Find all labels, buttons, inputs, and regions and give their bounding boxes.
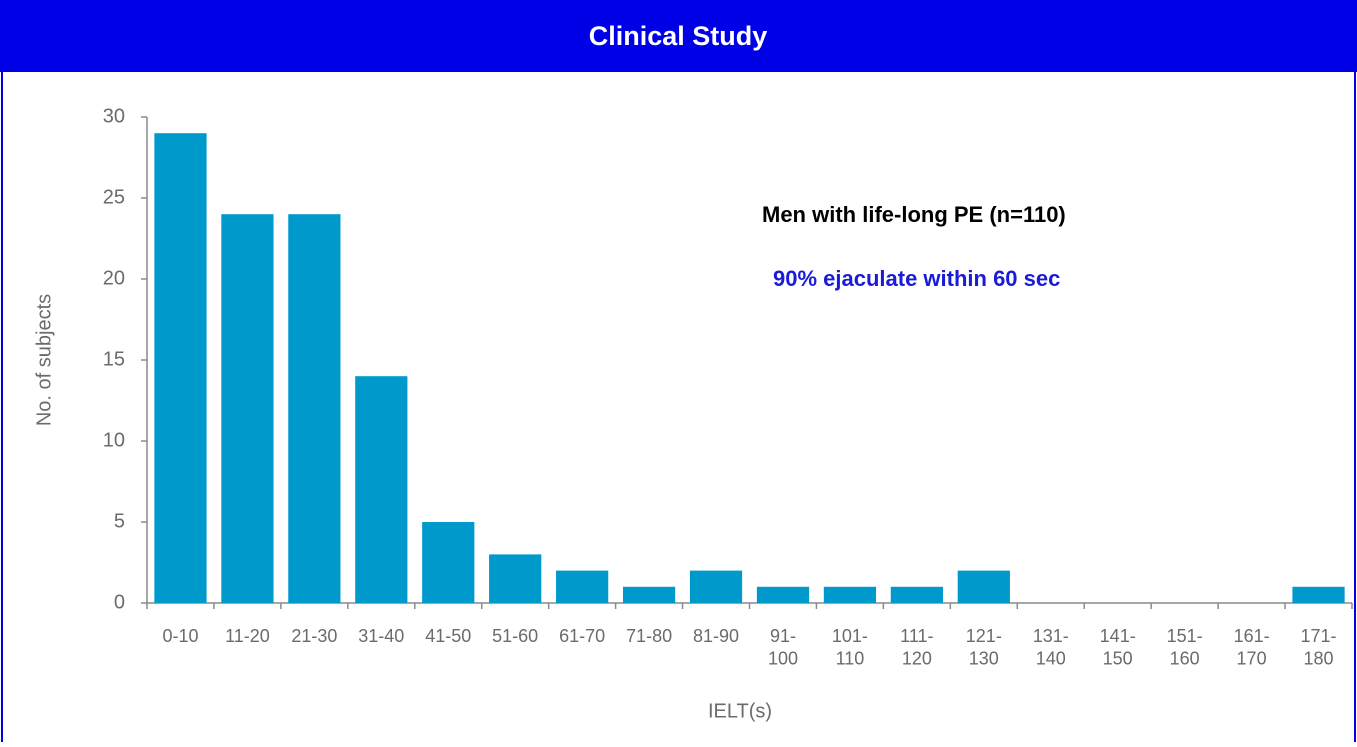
- x-tick-label: 91-100: [768, 626, 798, 669]
- bar: [756, 586, 810, 603]
- bar: [422, 522, 475, 603]
- x-tick-label: 31-40: [358, 626, 404, 646]
- x-tick-label: 141-150: [1100, 626, 1136, 669]
- x-tick-label: 121-130: [966, 626, 1002, 669]
- y-axis-label: No. of subjects: [33, 294, 55, 426]
- x-tick-label: 171-180: [1301, 626, 1337, 669]
- bar: [890, 586, 943, 603]
- x-tick-label: 131-140: [1033, 626, 1069, 669]
- x-tick-label: 81-90: [693, 626, 739, 646]
- bar: [1292, 586, 1345, 603]
- annotation: Men with life-long PE (n=110): [762, 202, 1066, 227]
- x-tick-label: 61-70: [559, 626, 605, 646]
- y-tick-label: 25: [103, 186, 125, 208]
- x-tick-label: 101-110: [832, 626, 868, 669]
- x-tick-label: 71-80: [626, 626, 672, 646]
- header-bar: [0, 0, 1357, 72]
- bar: [154, 133, 207, 603]
- y-tick-label: 20: [103, 267, 125, 289]
- y-tick-label: 10: [103, 429, 125, 451]
- bar: [221, 214, 274, 603]
- bar: [689, 570, 743, 603]
- x-tick-label: 51-60: [492, 626, 538, 646]
- y-tick-label: 30: [103, 105, 125, 127]
- x-tick-label: 151-160: [1167, 626, 1203, 669]
- x-tick-label: 41-50: [425, 626, 471, 646]
- bar: [355, 376, 408, 603]
- bar: [823, 586, 877, 603]
- x-tick-label: 0-10: [162, 626, 198, 646]
- bar: [489, 554, 542, 603]
- bar: [288, 214, 341, 603]
- x-axis-label: IELT(s): [708, 700, 772, 722]
- bar: [957, 570, 1010, 603]
- x-tick-label: 161-170: [1234, 626, 1270, 669]
- x-tick-label: 21-30: [291, 626, 337, 646]
- bar: [622, 586, 676, 603]
- y-tick-label: 0: [114, 591, 125, 613]
- header-title: Clinical Study: [589, 21, 768, 51]
- annotation: 90% ejaculate within 60 sec: [773, 266, 1060, 291]
- bar: [556, 570, 609, 603]
- x-tick-label: 111-120: [900, 626, 933, 669]
- y-tick-label: 5: [114, 510, 125, 532]
- y-tick-label: 15: [103, 348, 125, 370]
- x-tick-label: 11-20: [225, 626, 270, 646]
